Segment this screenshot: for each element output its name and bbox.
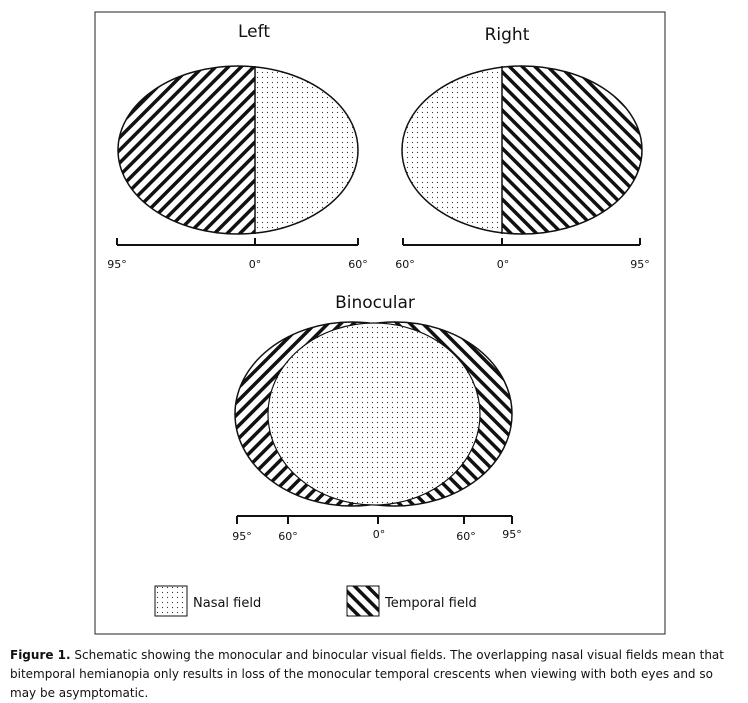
scale-label: 0° <box>497 258 510 271</box>
caption-text: Schematic showing the monocular and bino… <box>10 648 724 700</box>
scale-label: 60° <box>348 258 368 271</box>
scale <box>402 238 641 246</box>
scale-label: 95° <box>630 258 650 271</box>
legend-label: Temporal field <box>384 596 477 611</box>
caption-label: Figure 1. <box>10 648 71 662</box>
binocular-field <box>234 321 513 507</box>
scale-label: 60° <box>456 530 476 543</box>
legend-label: Nasal field <box>193 596 261 611</box>
panel-title: Right <box>485 25 530 45</box>
scale-label: 60° <box>278 530 298 543</box>
scale-label: 0° <box>249 258 262 271</box>
left-eye-field <box>117 65 359 235</box>
scale-label: 95° <box>502 528 522 541</box>
panel-title: Left <box>238 22 270 42</box>
scale-label: 95° <box>107 258 127 271</box>
figure: Left 95° 0° 60° Right 60° 0° 95° Binocul… <box>94 11 666 635</box>
scale-label: 60° <box>395 258 415 271</box>
legend-swatch <box>346 585 380 617</box>
right-eye-field <box>401 65 643 235</box>
frame <box>94 11 666 635</box>
scale <box>116 238 359 246</box>
page: Left 95° 0° 60° Right 60° 0° 95° Binocul… <box>10 11 724 700</box>
scale-label: 95° <box>232 530 252 543</box>
panel-title: Binocular <box>335 293 415 313</box>
caption: Figure 1. Schematic showing the monocula… <box>10 646 738 703</box>
legend-swatch <box>154 585 188 617</box>
scale-label: 0° <box>373 528 386 541</box>
scale <box>236 515 513 524</box>
